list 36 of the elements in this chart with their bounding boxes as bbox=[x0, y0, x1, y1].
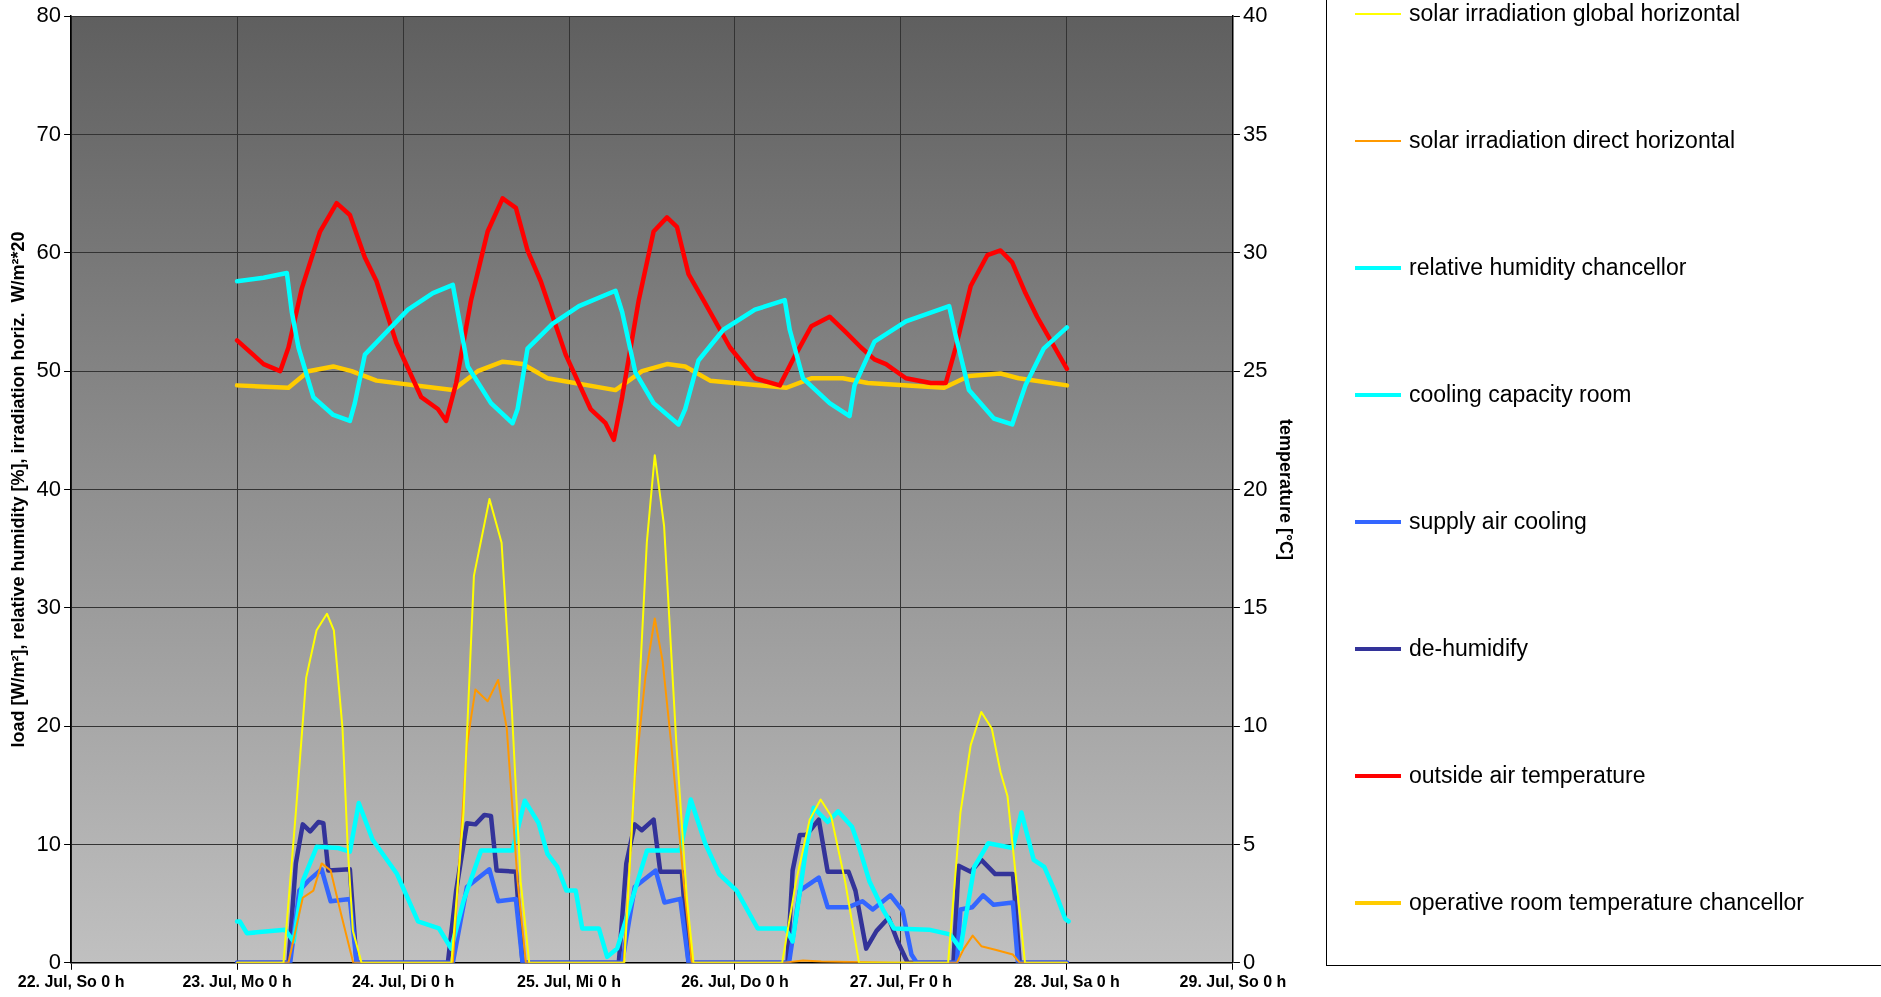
y-tick-label: 0 bbox=[48, 948, 62, 974]
y2-axis-title: temperature [°C] bbox=[1276, 418, 1297, 561]
x-tick-label: 23. Jul, Mo 0 h bbox=[182, 972, 292, 990]
x-tick-label: 28. Jul, Sa 0 h bbox=[1014, 972, 1120, 990]
legend-label: supply air cooling bbox=[1409, 508, 1587, 535]
y2-tick-label: 35 bbox=[1242, 120, 1268, 146]
x-tick-label: 24. Jul, Di 0 h bbox=[351, 972, 455, 990]
y2-tick-label: 20 bbox=[1242, 475, 1268, 501]
legend-label: solar irradiation direct horizontal bbox=[1409, 127, 1735, 154]
legend-label: operative room temperature chancellor bbox=[1409, 889, 1805, 916]
y-tick-label: 60 bbox=[36, 238, 62, 264]
legend-label: outside air temperature bbox=[1409, 762, 1646, 789]
y2-tick-label: 15 bbox=[1242, 593, 1268, 619]
x-tick-label: 25. Jul, Mi 0 h bbox=[516, 972, 622, 990]
y-tick-label: 50 bbox=[36, 357, 62, 383]
y-tick-label: 30 bbox=[36, 593, 62, 619]
legend-label: de-humidify bbox=[1409, 635, 1528, 662]
y-tick-label: 20 bbox=[36, 712, 62, 738]
y2-tick-label: 40 bbox=[1242, 2, 1268, 28]
y2-tick-label: 0 bbox=[1242, 948, 1256, 974]
y2-tick-label: 10 bbox=[1242, 712, 1268, 738]
legend-label: relative humidity chancellor bbox=[1409, 254, 1687, 281]
x-tick-label: 27. Jul, Fr 0 h bbox=[849, 972, 953, 990]
x-tick-label: 26. Jul, Do 0 h bbox=[681, 972, 789, 990]
y2-tick-label: 25 bbox=[1242, 357, 1268, 383]
y2-tick-label: 5 bbox=[1242, 830, 1256, 856]
y2-tick-label: 30 bbox=[1242, 238, 1268, 264]
y-tick-label: 40 bbox=[36, 475, 62, 501]
x-tick-label: 22. Jul, So 0 h bbox=[17, 972, 125, 990]
y-tick-label: 70 bbox=[36, 120, 62, 146]
y-tick-label: 10 bbox=[36, 830, 62, 856]
legend-label: solar irradiation global horizontal bbox=[1409, 0, 1741, 27]
y-tick-label: 80 bbox=[36, 2, 62, 28]
x-tick-label: 29. Jul, So 0 h bbox=[1179, 972, 1287, 990]
legend-label: cooling capacity room bbox=[1409, 381, 1632, 408]
y-axis-title: load [W/m²], relative humidity [%], irradiation horiz. W/m²*20 bbox=[7, 231, 28, 748]
